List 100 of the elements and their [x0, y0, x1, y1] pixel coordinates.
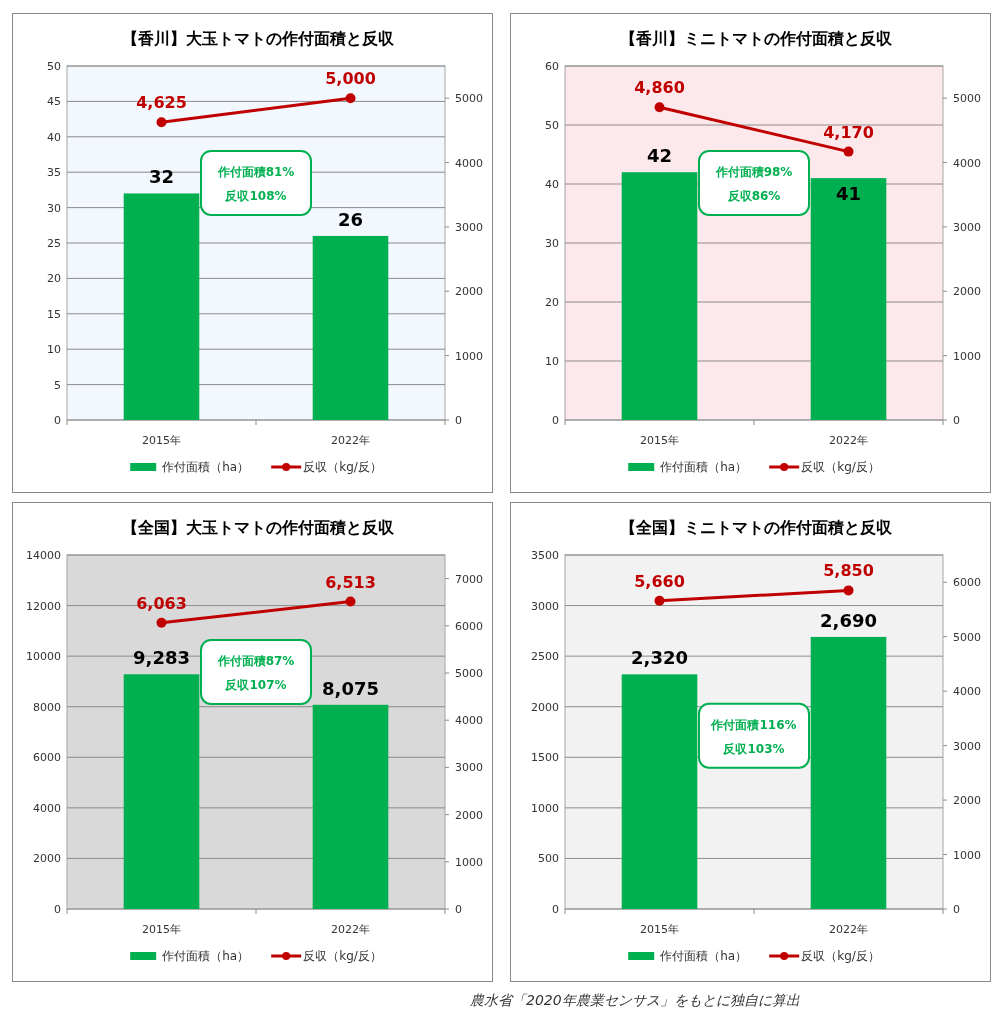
y-tick-label: 14000 [26, 549, 61, 562]
annotation: 作付面積116% [710, 717, 797, 732]
legend-label: 反収（kg/反） [801, 949, 880, 963]
x-tick-label: 2015年 [142, 434, 181, 447]
y-tick-label: 2000 [531, 700, 559, 714]
x-tick-label: 2015年 [640, 923, 679, 936]
y2-tick-label: 4000 [455, 156, 483, 170]
legend-label: 反収（kg/反） [303, 460, 382, 474]
y-tick-label: 4000 [33, 801, 61, 815]
y-tick-label: 10 [47, 343, 61, 357]
y2-tick-label: 0 [455, 414, 462, 427]
data-label: 6,063 [136, 593, 187, 613]
y-tick-label: 2500 [531, 650, 559, 664]
chart-title: 【香川】ミニトマトの作付面積と反収 [620, 29, 893, 48]
y-tick-label: 6000 [33, 751, 61, 765]
y2-tick-label: 5000 [455, 667, 483, 680]
y2-tick-label: 3000 [953, 220, 981, 234]
y-tick-label: 0 [552, 414, 559, 427]
data-label: 5,660 [634, 571, 685, 591]
y-tick-label: 1500 [531, 751, 559, 765]
y-tick-label: 35 [47, 166, 61, 180]
y2-tick-label: 2000 [455, 285, 483, 299]
annotation: 作付面積81% [216, 164, 295, 179]
y-tick-label: 50 [47, 60, 61, 73]
y2-tick-label: 7000 [455, 572, 483, 586]
annotation: 作付面積87% [216, 653, 295, 668]
y-tick-label: 30 [545, 237, 559, 250]
data-label: 5,850 [823, 561, 874, 581]
annotation: 作付面積98% [714, 164, 793, 179]
chart-title: 【全国】ミニトマトの作付面積と反収 [620, 518, 893, 537]
y-tick-label: 20 [545, 296, 559, 309]
y2-tick-label: 3000 [455, 761, 483, 775]
y2-tick-label: 1000 [953, 848, 981, 862]
x-tick-label: 2015年 [640, 434, 679, 447]
legend-label: 作付面積（ha） [659, 949, 748, 963]
x-tick-label: 2022年 [829, 434, 868, 447]
data-label: 5,000 [325, 69, 376, 89]
chart-title: 【香川】大玉トマトの作付面積と反収 [122, 29, 395, 48]
data-label: 32 [148, 166, 175, 188]
y2-tick-label: 6000 [455, 619, 483, 633]
data-label: 41 [835, 183, 862, 205]
y-tick-label: 12000 [26, 599, 61, 613]
y-tick-label: 30 [47, 201, 61, 215]
chart-title: 【全国】大玉トマトの作付面積と反収 [122, 518, 395, 537]
y-tick-label: 3000 [531, 599, 559, 613]
y-tick-label: 40 [545, 178, 559, 191]
y-tick-label: 2000 [33, 852, 61, 866]
y-tick-label: 1000 [531, 801, 559, 815]
y2-tick-label: 4000 [455, 714, 483, 728]
data-label: 4,625 [136, 93, 187, 113]
data-label: 6,513 [325, 572, 376, 592]
legend-label: 反収（kg/反） [801, 460, 880, 474]
data-label: 4,170 [823, 122, 874, 142]
y2-tick-label: 5000 [953, 92, 981, 106]
annotation: 反収108% [224, 188, 287, 203]
y2-tick-label: 0 [953, 903, 960, 916]
y2-tick-label: 6000 [953, 576, 981, 590]
data-label: 4,860 [634, 78, 685, 98]
y-tick-label: 8000 [33, 700, 61, 714]
annotation: 反収86% [726, 188, 781, 203]
annotation: 反収103% [722, 741, 785, 756]
y2-tick-label: 4000 [953, 685, 981, 699]
data-label: 8,075 [322, 677, 379, 699]
y2-tick-label: 0 [953, 414, 960, 427]
y2-tick-label: 2000 [953, 285, 981, 299]
y-tick-label: 15 [47, 307, 61, 321]
y2-tick-label: 2000 [953, 794, 981, 808]
y2-tick-label: 5000 [953, 630, 981, 644]
data-label: 42 [646, 145, 673, 167]
y2-tick-label: 1000 [953, 349, 981, 363]
data-label: 2,320 [631, 647, 688, 669]
legend-label: 反収（kg/反） [303, 949, 382, 963]
y2-tick-label: 2000 [455, 808, 483, 822]
y-tick-label: 45 [47, 95, 61, 109]
y-tick-label: 0 [54, 414, 61, 427]
x-tick-label: 2022年 [331, 923, 370, 936]
legend-label: 作付面積（ha） [161, 460, 250, 474]
y2-tick-label: 1000 [455, 349, 483, 363]
text: 農水省「2020年農業センサス」をもとに独自に算出 [470, 992, 800, 1010]
y-tick-label: 50 [545, 119, 559, 132]
legend-label: 作付面積（ha） [659, 460, 748, 474]
data-label: 26 [337, 208, 364, 230]
y-tick-label: 20 [47, 272, 61, 286]
data-label: 2,690 [820, 609, 877, 631]
y-tick-label: 25 [47, 237, 61, 250]
annotation: 反収107% [224, 677, 287, 692]
y2-tick-label: 1000 [455, 855, 483, 869]
y2-tick-label: 4000 [953, 156, 981, 170]
legend-label: 作付面積（ha） [161, 949, 250, 963]
x-tick-label: 2022年 [829, 923, 868, 936]
y2-tick-label: 3000 [953, 739, 981, 753]
x-tick-label: 2015年 [142, 923, 181, 936]
y-tick-label: 10000 [26, 650, 61, 664]
y-tick-label: 3500 [531, 549, 559, 562]
y-tick-label: 10 [545, 355, 559, 368]
y-tick-label: 500 [538, 852, 559, 866]
data-label: 9,283 [133, 647, 190, 669]
y-tick-label: 0 [552, 903, 559, 916]
x-tick-label: 2022年 [331, 434, 370, 447]
y2-tick-label: 0 [455, 903, 462, 916]
